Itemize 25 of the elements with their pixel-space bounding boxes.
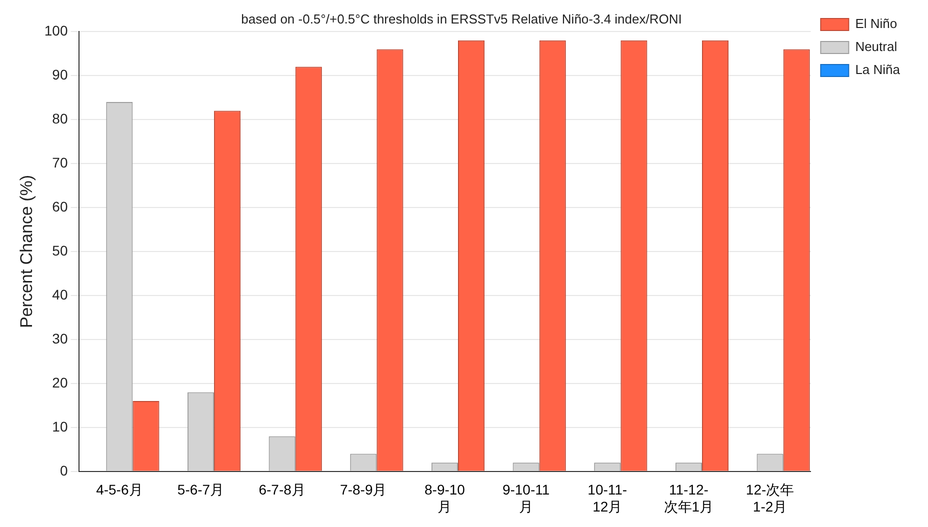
x-tick-label: 8-9-10月 bbox=[424, 482, 466, 514]
x-tick-label: 4-5-6月 bbox=[96, 482, 143, 498]
x-tick-label: 11-12-次年1月 bbox=[664, 482, 714, 514]
y-axis-title: Percent Chance (%) bbox=[16, 174, 36, 328]
x-tick-label: 12-次年1-2月 bbox=[746, 482, 794, 514]
legend-label: Neutral bbox=[855, 39, 898, 54]
chart-title: based on -0.5°/+0.5°C thresholds in ERSSTv5 Relative Niño-3.4 index/RONI bbox=[241, 11, 682, 26]
x-tick-label: 10-11-12月 bbox=[588, 482, 628, 514]
legend-label: La Niña bbox=[855, 62, 901, 78]
x-tick-label: 6-7-8月 bbox=[258, 482, 306, 498]
x-tick-label: 5-6-7月 bbox=[177, 482, 224, 498]
y-tick-label: 100 bbox=[44, 22, 68, 38]
y-tick-label: 80 bbox=[52, 110, 68, 126]
y-tick-label: 40 bbox=[52, 286, 68, 302]
y-tick-label: 0 bbox=[60, 462, 68, 478]
y-tick-label: 30 bbox=[52, 330, 68, 346]
x-tick-label: 7-8-9月 bbox=[340, 482, 387, 498]
legend-label: El Niño bbox=[855, 16, 898, 32]
y-tick-label: 90 bbox=[52, 66, 68, 82]
y-tick-label: 50 bbox=[52, 242, 68, 258]
x-tick-label: 9-10-11月 bbox=[502, 482, 550, 514]
y-tick-label: 10 bbox=[52, 418, 68, 434]
y-tick-label: 60 bbox=[52, 198, 68, 214]
y-tick-label: 70 bbox=[52, 154, 68, 170]
y-tick-label: 20 bbox=[52, 374, 68, 390]
